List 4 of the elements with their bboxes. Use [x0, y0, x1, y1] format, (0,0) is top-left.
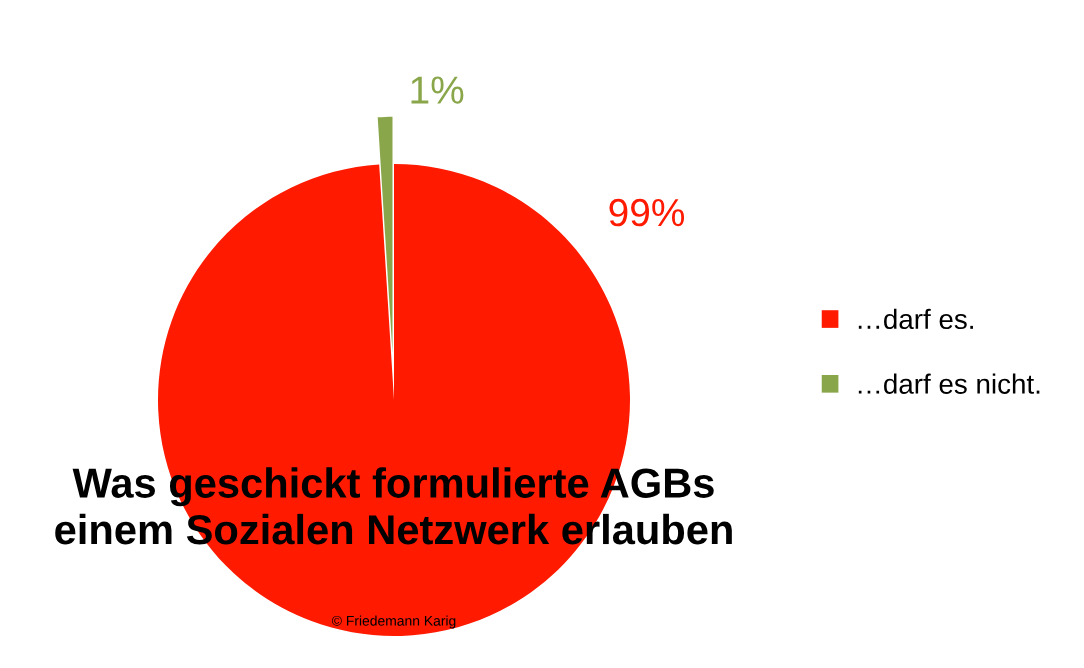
legend-label: …darf es. [858, 308, 973, 330]
data-label: 99% [609, 198, 685, 227]
data-label: 1% [411, 76, 464, 104]
legend-label: …darf es nicht. [858, 373, 1040, 394]
